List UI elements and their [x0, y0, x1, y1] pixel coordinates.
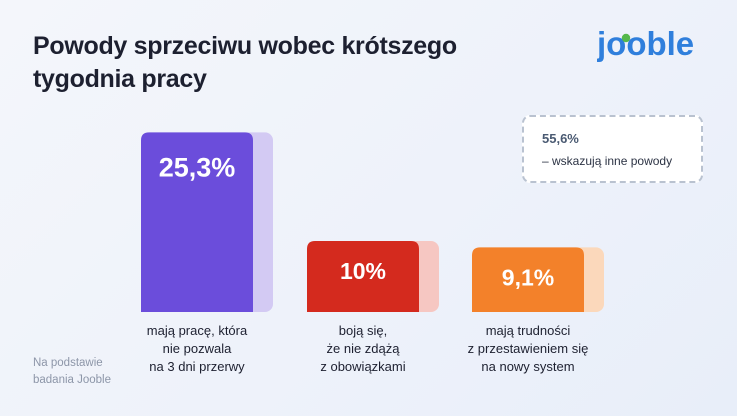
bar-category-label: boją się, że nie zdążą z obowiązkami [320, 323, 406, 374]
page-title: Powody sprzeciwu wobec krótszego tygodni… [33, 32, 457, 93]
other-reasons-value: 55,6% [542, 131, 579, 146]
logo-text: jooble [597, 25, 694, 62]
other-reasons-box: 55,6% – wskazują inne powody [522, 115, 703, 183]
source-footnote: Na podstawie badania Jooble [33, 357, 112, 386]
bar [307, 241, 419, 312]
bar [472, 247, 584, 312]
bar-category-label: mają trudności z przestawieniem się na n… [467, 323, 589, 374]
bar-category-label: mają pracę, która nie pozwala na 3 dni p… [146, 323, 248, 374]
bar-value-label: 10% [340, 258, 386, 284]
bar-value-label: 9,1% [502, 264, 554, 290]
bar-value-label: 25,3% [159, 152, 236, 182]
other-reasons-text: – wskazują inne powody [542, 154, 673, 168]
bar [141, 132, 253, 312]
logo-green-dot [621, 33, 631, 43]
jooble-logo: jooble [597, 25, 694, 62]
